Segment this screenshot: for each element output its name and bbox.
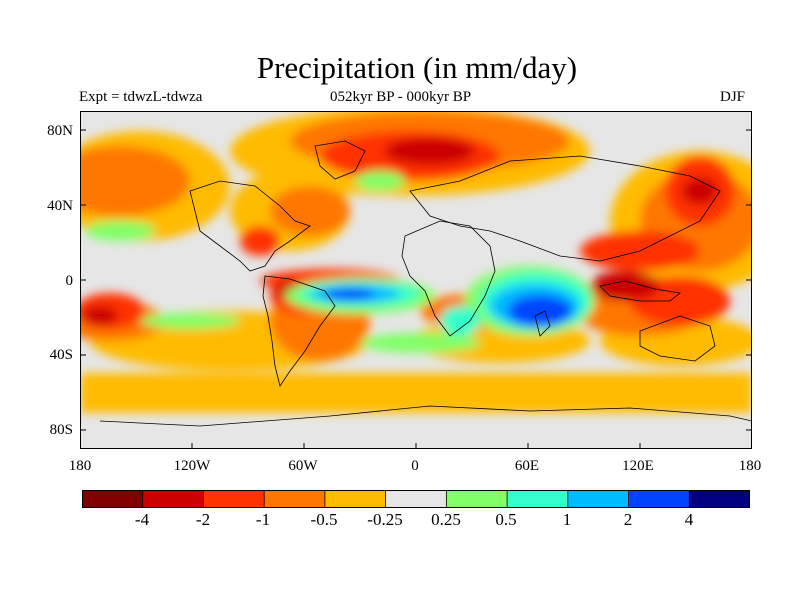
colorbar-label: -2 — [195, 510, 211, 529]
lon-tick-label: 0 — [411, 458, 419, 474]
experiment-label: Expt = tdwzL-tdwza — [79, 89, 203, 105]
colorbar-label: 4 — [684, 510, 694, 529]
precipitation-map — [80, 111, 752, 449]
colorbar-label: -1 — [255, 510, 271, 529]
lat-tick-label: 0 — [65, 273, 74, 289]
colorbar-swatch — [507, 490, 569, 508]
colorbar-label: 1 — [562, 510, 572, 529]
lat-tick-label: 40N — [47, 198, 73, 214]
colorbar-label: 0.25 — [431, 510, 461, 529]
axis-ticks — [80, 129, 752, 449]
colorbar-swatch — [689, 490, 750, 508]
colorbar-label: 0.5 — [495, 510, 517, 529]
lat-tick-label: 40S — [49, 347, 73, 363]
lon-tick-label: 180 — [738, 458, 762, 474]
colorbar-swatch — [264, 490, 326, 508]
colorbar-swatch — [324, 490, 386, 508]
colorbar-swatch — [82, 490, 144, 508]
lon-tick-label: 120E — [622, 458, 654, 474]
lon-tick-label: 60W — [288, 458, 318, 474]
colorbar-swatch — [446, 490, 508, 508]
lon-tick-label: 180 — [68, 458, 92, 474]
colorbar-frame — [82, 490, 750, 508]
colorbar — [82, 490, 750, 508]
lon-tick-label: 120W — [173, 458, 211, 474]
map-title: Precipitation (in mm/day) — [256, 50, 578, 85]
colorbar-label: -4 — [134, 510, 150, 529]
colorbar-swatch — [385, 490, 447, 508]
colorbar-swatch — [628, 490, 690, 508]
colorbar-label: 2 — [623, 510, 633, 529]
colorbar-label: -0.5 — [310, 510, 338, 529]
anomaly-field — [80, 111, 752, 413]
season-label: DJF — [720, 89, 746, 105]
lat-tick-label: 80S — [49, 422, 73, 438]
colorbar-swatch — [567, 490, 629, 508]
lat-tick-label: 80N — [47, 123, 73, 139]
colorbar-swatch — [142, 490, 204, 508]
coastlines — [99, 140, 752, 427]
colorbar-swatch — [203, 490, 265, 508]
lon-tick-label: 60E — [514, 458, 540, 474]
colorbar-label: -0.25 — [367, 510, 403, 529]
period-label: 052kyr BP - 000kyr BP — [330, 89, 472, 105]
